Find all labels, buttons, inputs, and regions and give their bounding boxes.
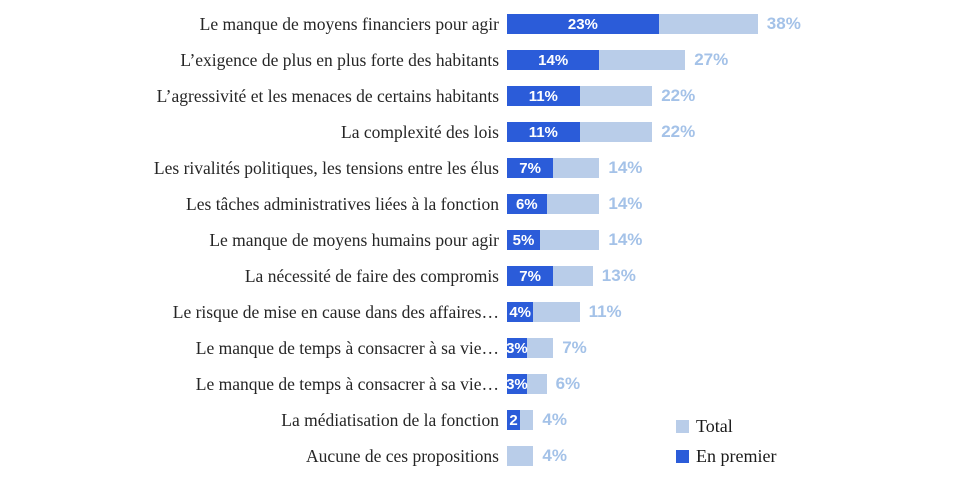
bar-group: 7% 13%	[507, 266, 636, 286]
bar-group: 5% 14%	[507, 230, 642, 250]
bar-group: 23% 38%	[507, 14, 801, 34]
total-value-label: 13%	[601, 266, 636, 285]
legend: Total En premier	[676, 416, 776, 467]
chart-row: Le manque de temps à consacrer à sa vie……	[0, 366, 966, 402]
category-label: Le manque de temps à consacrer à sa vie…	[195, 337, 499, 358]
legend-item-total: Total	[676, 416, 776, 437]
chart-rows: Le manque de moyens financiers pour agir…	[0, 6, 966, 474]
en-premier-bar: 14%	[507, 50, 600, 70]
bar-group: 2 4%	[507, 410, 567, 430]
category-label: L’exigence de plus en plus forte des hab…	[180, 49, 499, 70]
bar-group: 3% 7%	[506, 338, 587, 358]
bar-group: 6% 14%	[507, 194, 642, 214]
total-bar	[526, 338, 554, 358]
en-premier-bar: 3%	[506, 338, 528, 358]
chart-row: Les tâches administratives liées à la fo…	[0, 186, 966, 222]
total-value-label: 14%	[608, 194, 643, 213]
survey-bar-chart: Le manque de moyens financiers pour agir…	[0, 6, 966, 474]
category-label: L’agressivité et les menaces de certains…	[156, 85, 499, 106]
en-premier-bar: 23%	[507, 14, 659, 34]
total-bar	[553, 266, 593, 286]
total-value-label: 27%	[694, 50, 729, 69]
bar-group: 4%	[507, 446, 567, 466]
bar-group: 7% 14%	[507, 158, 642, 178]
en-premier-bar: 3%	[506, 374, 528, 394]
total-value-label: 4%	[542, 446, 567, 465]
total-legend-label: Total	[696, 416, 733, 436]
category-label: Les tâches administratives liées à la fo…	[186, 193, 499, 214]
category-label: La nécessité de faire des compromis	[244, 265, 499, 286]
chart-row: Le manque de temps à consacrer à sa vie……	[0, 330, 966, 366]
bar-group: 14% 27%	[507, 50, 728, 70]
chart-row: L’agressivité et les menaces de certains…	[0, 78, 966, 114]
total-bar	[546, 194, 600, 214]
total-bar	[599, 50, 686, 70]
en-premier-legend-label: En premier	[696, 446, 777, 466]
category-label: Le risque de mise en cause dans des affa…	[172, 301, 499, 322]
en-premier-bar: 7%	[507, 266, 554, 286]
total-bar	[579, 122, 653, 142]
category-label: Le manque de moyens financiers pour agir	[199, 13, 499, 34]
bar-group: 3% 6%	[506, 374, 581, 394]
category-label: La complexité des lois	[341, 121, 499, 142]
total-bar	[579, 86, 653, 106]
chart-row: L’exigence de plus en plus forte des hab…	[0, 42, 966, 78]
en-premier-bar: 11%	[507, 86, 580, 106]
chart-row: La nécessité de faire des compromis 7% 1…	[0, 258, 966, 294]
total-bar	[553, 158, 600, 178]
total-value-label: 7%	[562, 338, 587, 357]
chart-row: La complexité des lois 11% 22%	[0, 114, 966, 150]
category-label: Les rivalités politiques, les tensions e…	[153, 157, 499, 178]
total-bar	[520, 410, 534, 430]
en-premier-bar: 7%	[507, 158, 554, 178]
en-premier-bar: 2	[507, 410, 521, 430]
total-value-label: 38%	[766, 14, 801, 33]
en-premier-bar: 5%	[507, 230, 540, 250]
chart-row: La médiatisation de la fonction 2 4%	[0, 402, 966, 438]
total-bar	[533, 302, 580, 322]
en-premier-bar: 11%	[507, 122, 580, 142]
total-value-label: 11%	[588, 302, 622, 321]
en-premier-bar: 4%	[507, 302, 534, 322]
category-label: La médiatisation de la fonction	[281, 409, 499, 430]
bar-group: 11% 22%	[507, 122, 695, 142]
legend-item-en-premier: En premier	[676, 446, 776, 467]
bar-group: 4% 11%	[507, 302, 622, 322]
total-value-label: 22%	[661, 122, 696, 141]
en-premier-bar: 6%	[507, 194, 547, 214]
chart-row: Le risque de mise en cause dans des affa…	[0, 294, 966, 330]
total-value-label: 14%	[608, 230, 643, 249]
total-value-label: 14%	[608, 158, 643, 177]
total-bar	[507, 446, 534, 466]
category-label: Aucune de ces propositions	[306, 445, 499, 466]
total-legend-swatch	[676, 420, 689, 433]
category-label: Le manque de moyens humains pour agir	[209, 229, 499, 250]
chart-row: Aucune de ces propositions 4%	[0, 438, 966, 474]
bar-group: 11% 22%	[507, 86, 695, 106]
total-value-label: 4%	[542, 410, 567, 429]
chart-row: Les rivalités politiques, les tensions e…	[0, 150, 966, 186]
chart-row: Le manque de moyens financiers pour agir…	[0, 6, 966, 42]
total-bar	[658, 14, 758, 34]
category-label: Le manque de temps à consacrer à sa vie…	[195, 373, 499, 394]
en-premier-legend-swatch	[676, 450, 689, 463]
chart-row: Le manque de moyens humains pour agir 5%…	[0, 222, 966, 258]
total-bar	[526, 374, 547, 394]
total-value-label: 6%	[555, 374, 581, 393]
total-bar	[540, 230, 600, 250]
total-value-label: 22%	[661, 86, 696, 105]
